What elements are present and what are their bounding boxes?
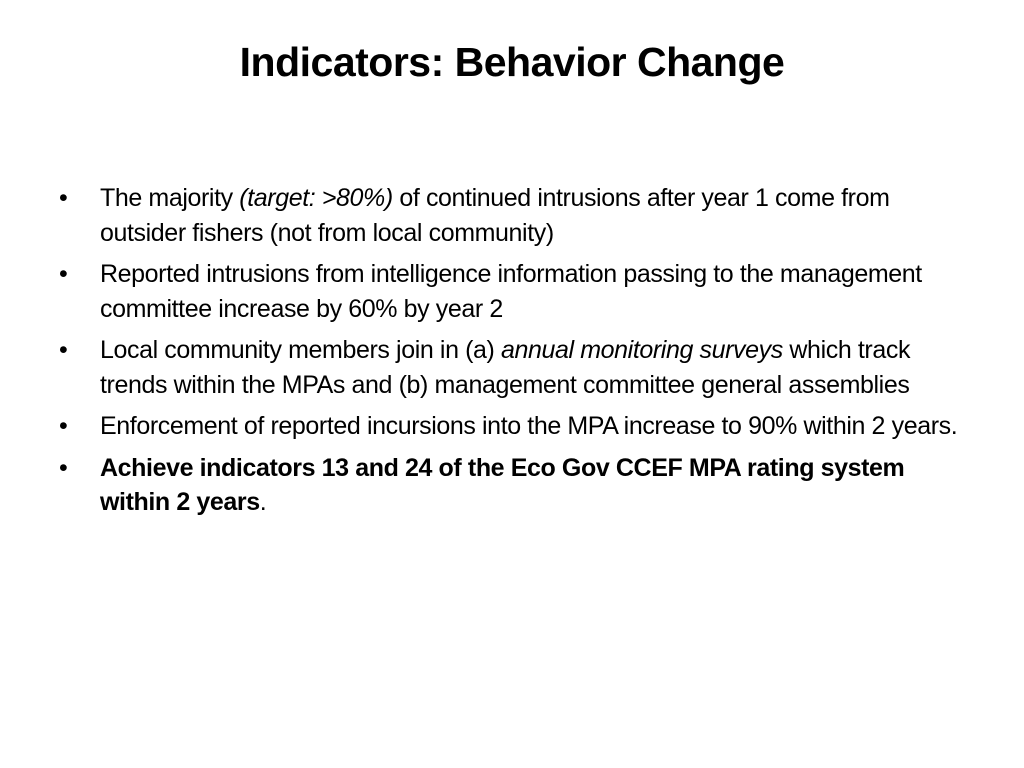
bullet-italic-text: (target: >80%) — [239, 184, 393, 212]
bullet-item-3: • Local community members join in (a) an… — [58, 333, 958, 402]
bullet-item-4: • Enforcement of reported incursions int… — [58, 409, 958, 444]
bullet-text: of continued intrusions after year 1 com… — [100, 184, 890, 247]
bullet-italic-text: annual monitoring surveys — [501, 336, 783, 364]
bullet-marker: • — [59, 260, 68, 288]
bullet-bold-text: Achieve indicators 13 and 24 of the Eco … — [100, 453, 905, 517]
bullet-text: Local community members join in (a) — [100, 336, 502, 364]
bullet-text: Enforcement of reported incursions into … — [100, 412, 958, 440]
slide-title: Indicators: Behavior Change — [239, 39, 785, 85]
bullet-marker: • — [59, 336, 68, 364]
bullet-text: . — [259, 488, 267, 516]
bullet-marker: • — [59, 453, 68, 482]
bullet-marker: • — [59, 184, 68, 212]
bullet-marker: • — [59, 412, 68, 440]
bullet-list: • The majority (target: >80%) of continu… — [58, 181, 958, 527]
bullet-item-1: • The majority (target: >80%) of continu… — [58, 181, 958, 250]
bullet-text: Reported intrusions from intelligence in… — [100, 260, 922, 323]
bullet-item-2: • Reported intrusions from intelligence … — [58, 257, 958, 326]
bullet-item-5: • Achieve indicators 13 and 24 of the Ec… — [58, 451, 958, 520]
bullet-text: which track trends within the MPAs and (… — [100, 336, 911, 399]
bullet-text: The majority — [100, 184, 240, 212]
